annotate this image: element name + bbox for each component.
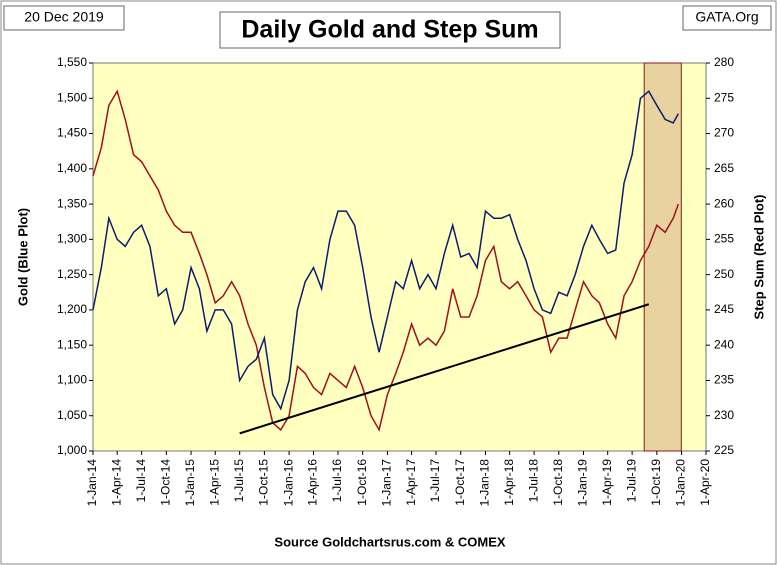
y2-tick-label: 275 <box>714 90 734 104</box>
y-tick-label: 1,550 <box>57 55 87 69</box>
y-axis-label: Gold (Blue Plot) <box>15 208 30 306</box>
highlight-region <box>643 62 682 452</box>
x-tick-label: 1-Jan-16 <box>281 459 295 507</box>
series-line <box>92 90 679 411</box>
y-tick-label: 1,500 <box>57 90 87 104</box>
y2-tick-label: 225 <box>714 443 734 457</box>
x-tick-label: 1-Jul-14 <box>134 459 148 503</box>
y-tick-label: 1,100 <box>57 373 87 387</box>
title-box <box>219 11 561 49</box>
y2-tick-label: 255 <box>714 232 734 246</box>
x-tick-label: 1-Apr-19 <box>600 459 614 506</box>
x-tick-label: 1-Jul-17 <box>428 459 442 503</box>
x-tick-label: 1-Jul-19 <box>624 459 638 503</box>
x-tick-label: 1-Oct-16 <box>355 459 369 506</box>
y2-tick-label: 230 <box>714 408 734 422</box>
x-tick-label: 1-Oct-14 <box>159 459 173 506</box>
x-tick-label: 1-Oct-18 <box>551 459 565 506</box>
y2-tick-label: 265 <box>714 161 734 175</box>
x-tick-label: 1-Jan-19 <box>576 459 590 507</box>
y2-tick-label: 260 <box>714 196 734 210</box>
x-tick-label: 1-Jan-18 <box>478 459 492 507</box>
x-tick-label: 1-Jul-15 <box>232 459 246 503</box>
x-tick-label: 1-Apr-16 <box>306 459 320 506</box>
y2-tick-label: 250 <box>714 267 734 281</box>
y-tick-label: 1,350 <box>57 196 87 210</box>
x-tick-label: 1-Jan-20 <box>674 459 688 507</box>
date-label: 20 Dec 2019 <box>24 9 104 25</box>
y-tick-label: 1,150 <box>57 337 87 351</box>
x-tick-label: 1-Jan-14 <box>85 459 99 507</box>
source: Source Goldchartsrus.com & COMEX <box>274 534 505 549</box>
y-tick-label: 1,250 <box>57 267 87 281</box>
y-tick-label: 1,400 <box>57 161 87 175</box>
x-tick-label: 1-Jul-18 <box>526 459 540 503</box>
y-tick-label: 1,000 <box>57 443 87 457</box>
y2-tick-label: 280 <box>714 55 734 69</box>
x-tick-label: 1-Jul-16 <box>330 459 344 503</box>
trend-line <box>239 303 650 435</box>
x-tick-label: 1-Oct-17 <box>453 459 467 506</box>
x-tick-label: 1-Oct-15 <box>257 459 271 506</box>
x-tick-label: 1-Apr-17 <box>404 459 418 506</box>
series-line <box>92 89 680 432</box>
date-box <box>3 5 125 31</box>
y2-axis-label: Step Sum (Red Plot) <box>751 195 766 320</box>
x-tick-label: 1-Apr-14 <box>109 459 123 506</box>
y-tick-label: 1,200 <box>57 302 87 316</box>
x-tick-label: 1-Apr-20 <box>698 459 712 506</box>
plot-area <box>92 62 707 452</box>
x-tick-label: 1-Jan-15 <box>183 459 197 507</box>
y2-tick-label: 245 <box>714 302 734 316</box>
y-tick-label: 1,450 <box>57 126 87 140</box>
chart-title: Daily Gold and Step Sum <box>241 16 538 44</box>
y-tick-label: 1,050 <box>57 408 87 422</box>
y-tick-label: 1,300 <box>57 232 87 246</box>
y2-tick-label: 270 <box>714 126 734 140</box>
x-tick-label: 1-Oct-19 <box>649 459 663 506</box>
brand-box <box>682 5 772 31</box>
y2-tick-label: 235 <box>714 373 734 387</box>
x-tick-label: 1-Apr-15 <box>207 459 221 506</box>
brand: GATA.Org <box>695 9 758 25</box>
y2-tick-label: 240 <box>714 337 734 351</box>
x-tick-label: 1-Apr-18 <box>502 459 516 506</box>
x-tick-label: 1-Jan-17 <box>380 459 394 507</box>
